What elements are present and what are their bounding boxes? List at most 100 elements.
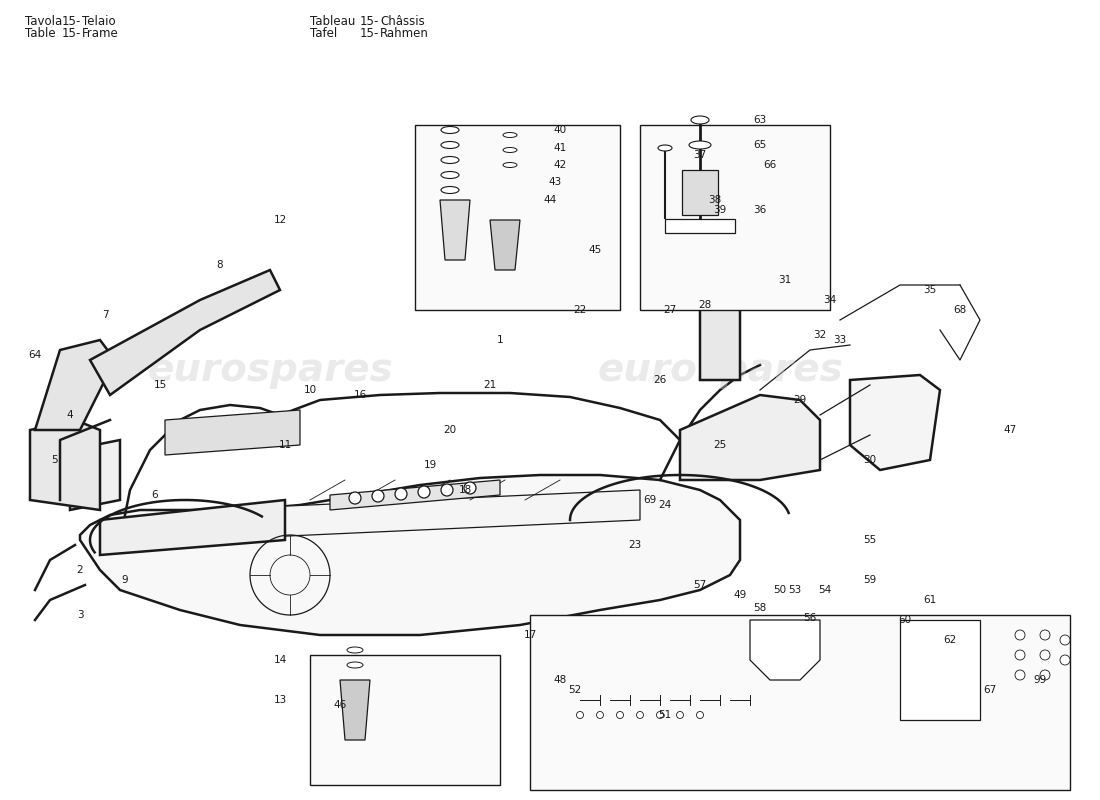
Text: Châssis: Châssis: [379, 15, 425, 28]
Text: 26: 26: [653, 375, 667, 385]
Text: 34: 34: [824, 295, 837, 305]
Bar: [530, 615, 1070, 790]
Bar: [682, 170, 718, 215]
Circle shape: [372, 490, 384, 502]
Text: 64: 64: [29, 350, 42, 360]
Ellipse shape: [689, 141, 711, 149]
Text: Tavola: Tavola: [25, 15, 63, 28]
Text: 65: 65: [754, 140, 767, 150]
Ellipse shape: [441, 142, 459, 149]
Text: 13: 13: [274, 695, 287, 705]
Text: 15: 15: [62, 27, 77, 40]
Bar: [310, 655, 500, 785]
Polygon shape: [70, 440, 120, 510]
Text: 5: 5: [52, 455, 58, 465]
Text: 15: 15: [360, 27, 375, 40]
Ellipse shape: [1015, 650, 1025, 660]
Text: -: -: [373, 27, 377, 40]
Text: 55: 55: [864, 535, 877, 545]
Text: 15: 15: [62, 15, 77, 28]
Polygon shape: [330, 480, 500, 510]
Text: 20: 20: [443, 425, 456, 435]
Text: Tableau: Tableau: [310, 15, 355, 28]
Text: 7: 7: [101, 310, 108, 320]
Text: 63: 63: [754, 115, 767, 125]
Ellipse shape: [1040, 630, 1050, 640]
Ellipse shape: [441, 171, 459, 178]
Bar: [640, 125, 830, 310]
Text: Table: Table: [25, 27, 56, 40]
Ellipse shape: [441, 186, 459, 194]
Ellipse shape: [503, 162, 517, 167]
Text: 4: 4: [67, 410, 74, 420]
Ellipse shape: [1015, 670, 1025, 680]
Text: 38: 38: [708, 195, 722, 205]
Text: 67: 67: [983, 685, 997, 695]
Text: 10: 10: [304, 385, 317, 395]
Text: 40: 40: [553, 125, 566, 135]
Polygon shape: [30, 420, 100, 510]
Text: Telaio: Telaio: [82, 15, 116, 28]
Text: 19: 19: [424, 460, 437, 470]
Ellipse shape: [503, 147, 517, 153]
Text: 69: 69: [644, 495, 657, 505]
Text: 52: 52: [569, 685, 582, 695]
Ellipse shape: [658, 145, 672, 151]
Text: 15: 15: [360, 15, 375, 28]
Circle shape: [395, 488, 407, 500]
Ellipse shape: [616, 711, 624, 718]
Text: 59: 59: [864, 575, 877, 585]
Text: 18: 18: [459, 485, 472, 495]
Text: 50: 50: [773, 585, 786, 595]
Ellipse shape: [657, 711, 663, 718]
Text: 36: 36: [754, 205, 767, 215]
Text: 21: 21: [483, 380, 496, 390]
Text: 56: 56: [803, 613, 816, 623]
Ellipse shape: [1015, 630, 1025, 640]
Text: 47: 47: [1003, 425, 1016, 435]
Text: 9: 9: [122, 575, 129, 585]
Text: 42: 42: [553, 160, 566, 170]
Text: 25: 25: [714, 440, 727, 450]
Text: 2: 2: [77, 565, 84, 575]
Text: 54: 54: [818, 585, 832, 595]
Text: 33: 33: [834, 335, 847, 345]
Polygon shape: [165, 410, 300, 455]
Circle shape: [464, 482, 476, 494]
Text: 24: 24: [659, 500, 672, 510]
Ellipse shape: [637, 711, 644, 718]
Text: 62: 62: [944, 635, 957, 645]
Text: 51: 51: [659, 710, 672, 720]
Text: 68: 68: [954, 305, 967, 315]
Text: 53: 53: [789, 585, 802, 595]
Text: 46: 46: [333, 700, 346, 710]
Text: 22: 22: [573, 305, 586, 315]
Text: 27: 27: [663, 305, 676, 315]
Text: 28: 28: [698, 300, 712, 310]
Text: 23: 23: [628, 540, 641, 550]
Text: 29: 29: [793, 395, 806, 405]
Ellipse shape: [696, 711, 704, 718]
Text: 58: 58: [754, 603, 767, 613]
Text: 41: 41: [553, 143, 566, 153]
Polygon shape: [35, 340, 116, 430]
Text: 8: 8: [217, 260, 223, 270]
Ellipse shape: [441, 157, 459, 163]
Polygon shape: [200, 490, 640, 540]
Text: Tafel: Tafel: [310, 27, 338, 40]
Text: 45: 45: [588, 245, 602, 255]
Text: 61: 61: [923, 595, 936, 605]
Text: 30: 30: [864, 455, 877, 465]
Ellipse shape: [503, 133, 517, 138]
Ellipse shape: [596, 711, 604, 718]
Text: eurospares: eurospares: [147, 351, 393, 389]
Polygon shape: [80, 475, 740, 635]
Polygon shape: [750, 620, 820, 680]
Text: Frame: Frame: [82, 27, 119, 40]
Circle shape: [441, 484, 453, 496]
Ellipse shape: [1040, 650, 1050, 660]
Ellipse shape: [576, 711, 583, 718]
Text: 35: 35: [923, 285, 936, 295]
Text: 49: 49: [734, 590, 747, 600]
Ellipse shape: [691, 116, 710, 124]
